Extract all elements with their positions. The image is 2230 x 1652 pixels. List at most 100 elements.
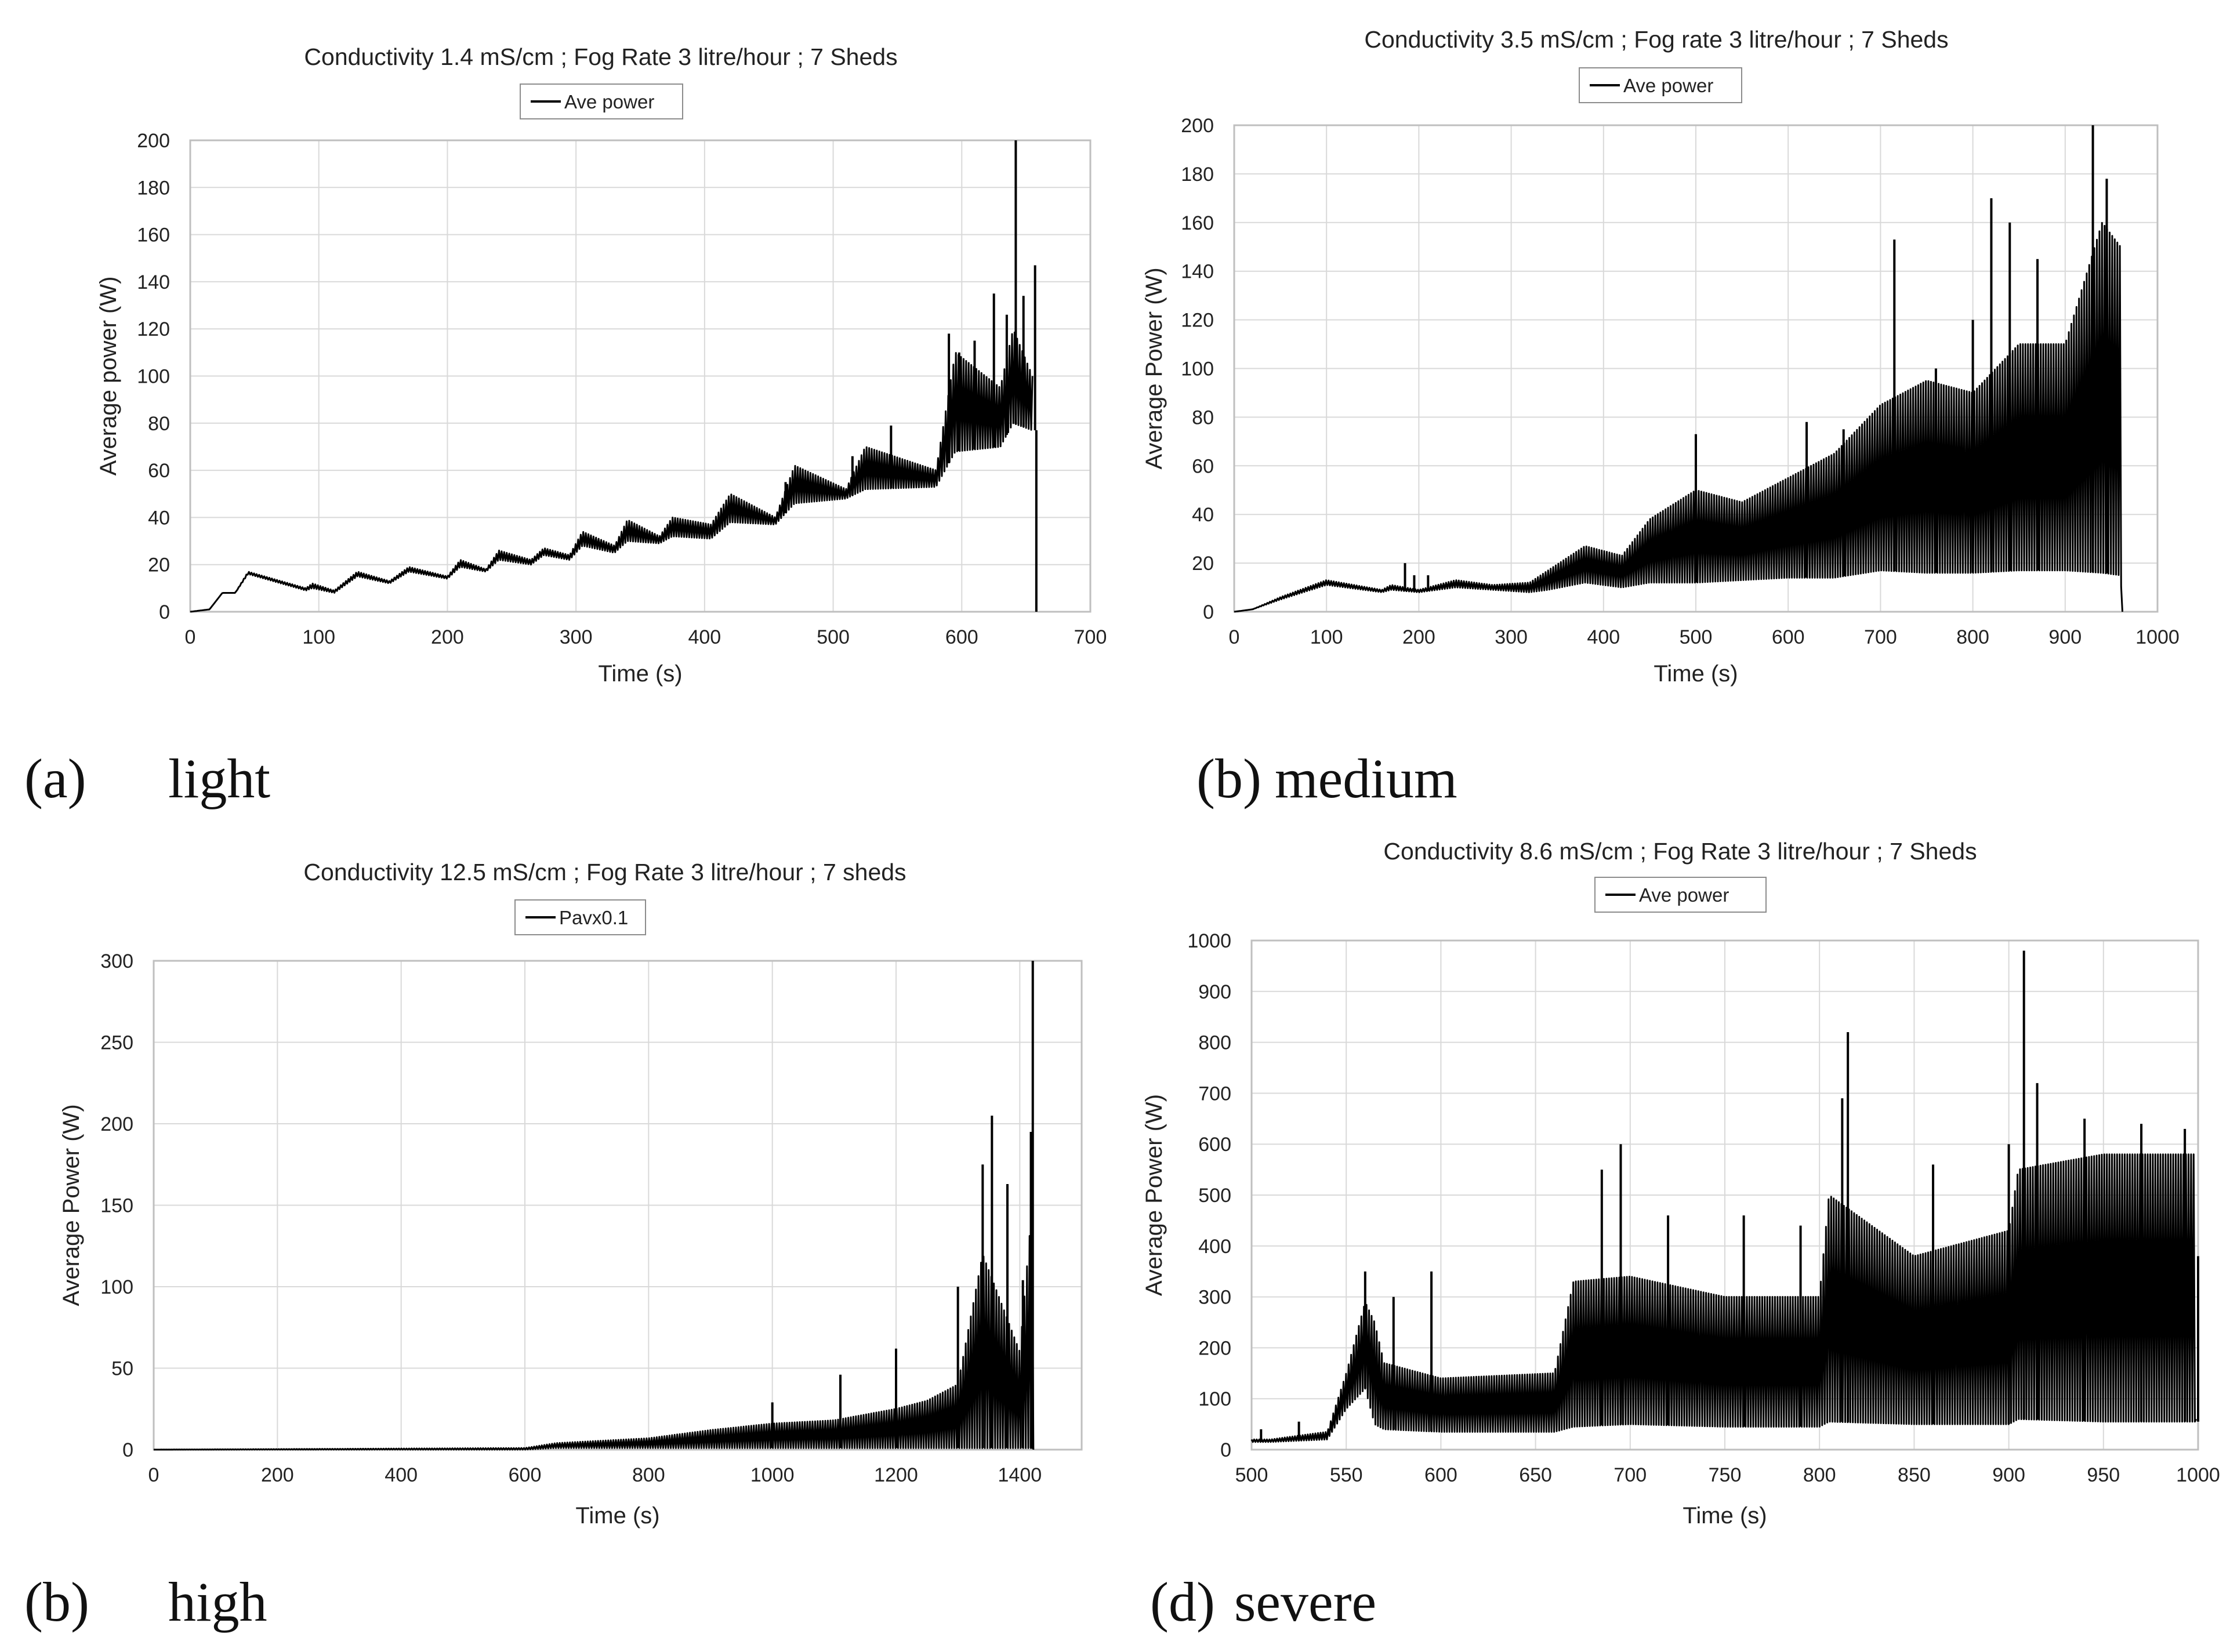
y-tick-label: 100	[100, 1276, 133, 1298]
x-tick-label: 850	[1898, 1464, 1931, 1486]
y-axis-label: Average Power (W)	[59, 1104, 84, 1306]
x-tick-label: 900	[1992, 1464, 2025, 1486]
legend-label: Pavx0.1	[559, 907, 628, 928]
panel-caption-text: light	[168, 747, 270, 809]
x-tick-label: 100	[302, 626, 335, 648]
chart-title: Conductivity 3.5 mS/cm ; Fog rate 3 litr…	[1364, 26, 1948, 53]
y-tick-label: 40	[148, 507, 170, 529]
x-tick-label: 1400	[998, 1464, 1042, 1486]
y-tick-label: 80	[148, 413, 170, 435]
x-tick-label: 600	[945, 626, 978, 648]
plot-frame	[189, 139, 1092, 613]
y-tick-label: 40	[1192, 504, 1214, 526]
panel-caption-label: (d)	[1150, 1571, 1215, 1633]
x-tick-label: 400	[688, 626, 721, 648]
x-tick-label: 500	[1680, 626, 1713, 648]
y-tick-label: 20	[148, 554, 170, 576]
x-tick-label: 700	[1613, 1464, 1647, 1486]
y-tick-label: 100	[1198, 1388, 1231, 1410]
panel-caption-label: (a)	[24, 747, 86, 809]
legend-label: Ave power	[564, 91, 654, 112]
series-line	[190, 331, 1034, 613]
x-tick-label: 200	[1402, 626, 1435, 648]
y-tick-label: 1000	[1187, 930, 1231, 952]
y-tick-label: 800	[1198, 1032, 1231, 1054]
y-tick-label: 120	[1181, 310, 1214, 332]
x-tick-label: 900	[2048, 626, 2082, 648]
y-tick-label: 300	[1198, 1287, 1231, 1309]
chart-title: Conductivity 12.5 mS/cm ; Fog Rate 3 lit…	[303, 859, 906, 885]
y-tick-label: 400	[1198, 1236, 1231, 1258]
chart-light: Conductivity 1.4 mS/cm ; Fog Rate 3 litr…	[24, 43, 1107, 809]
x-tick-label: 600	[1424, 1464, 1457, 1486]
x-axis-label: Time (s)	[1654, 661, 1738, 687]
x-tick-label: 950	[2087, 1464, 2120, 1486]
series-line	[1234, 222, 2123, 613]
x-axis-label: Time (s)	[575, 1503, 659, 1528]
y-tick-label: 160	[1181, 212, 1214, 234]
x-tick-label: 700	[1074, 626, 1107, 648]
y-tick-label: 140	[137, 271, 170, 293]
x-tick-label: 500	[1235, 1464, 1268, 1486]
y-tick-label: 500	[1198, 1185, 1231, 1207]
y-tick-label: 250	[100, 1032, 133, 1054]
y-tick-label: 300	[100, 950, 133, 972]
chart-high: Conductivity 12.5 mS/cm ; Fog Rate 3 lit…	[24, 859, 1083, 1633]
x-tick-label: 100	[1310, 626, 1343, 648]
x-tick-label: 1000	[2176, 1464, 2220, 1486]
y-tick-label: 0	[1203, 601, 1214, 623]
x-tick-label: 400	[385, 1464, 418, 1486]
panel-caption-text: medium	[1275, 747, 1457, 809]
x-axis-label: Time (s)	[598, 661, 682, 687]
x-tick-label: 200	[431, 626, 464, 648]
y-tick-label: 0	[1220, 1439, 1231, 1461]
plot-frame	[153, 960, 1083, 1451]
y-tick-label: 0	[159, 601, 170, 623]
x-tick-label: 1000	[2135, 626, 2180, 648]
x-tick-label: 800	[1803, 1464, 1836, 1486]
y-tick-label: 60	[1192, 455, 1214, 477]
y-tick-label: 20	[1192, 553, 1214, 575]
y-tick-label: 160	[137, 224, 170, 246]
x-tick-label: 800	[632, 1464, 665, 1486]
y-tick-label: 700	[1198, 1083, 1231, 1105]
x-tick-label: 400	[1587, 626, 1620, 648]
series-line	[1250, 1153, 2198, 1443]
x-tick-label: 300	[560, 626, 593, 648]
y-tick-label: 200	[137, 130, 170, 152]
x-tick-label: 0	[1229, 626, 1240, 648]
y-tick-label: 600	[1198, 1134, 1231, 1156]
x-tick-label: 500	[817, 626, 850, 648]
x-tick-label: 0	[148, 1464, 159, 1486]
x-tick-label: 1200	[874, 1464, 918, 1486]
x-tick-label: 300	[1495, 626, 1528, 648]
chart-medium: Conductivity 3.5 mS/cm ; Fog rate 3 litr…	[1141, 26, 2180, 809]
plot-frame	[1233, 124, 2159, 613]
plot-frame	[1250, 939, 2199, 1451]
y-tick-label: 900	[1198, 981, 1231, 1003]
x-tick-label: 550	[1330, 1464, 1363, 1486]
legend-label: Ave power	[1639, 884, 1729, 906]
y-tick-label: 200	[1198, 1337, 1231, 1359]
x-tick-label: 700	[1864, 626, 1897, 648]
x-tick-label: 600	[509, 1464, 542, 1486]
chart-title: Conductivity 1.4 mS/cm ; Fog Rate 3 litr…	[304, 43, 897, 70]
y-tick-label: 120	[137, 318, 170, 340]
panel-caption-text: high	[168, 1571, 267, 1633]
x-axis-label: Time (s)	[1683, 1503, 1767, 1528]
x-tick-label: 1000	[750, 1464, 795, 1486]
chart-severe: Conductivity 8.6 mS/cm ; Fog Rate 3 litr…	[1141, 838, 2220, 1633]
x-tick-label: 750	[1709, 1464, 1742, 1486]
series-line	[154, 1204, 1035, 1451]
x-tick-label: 650	[1519, 1464, 1552, 1486]
panel-caption-label: (b)	[24, 1571, 89, 1633]
y-tick-label: 140	[1181, 261, 1214, 283]
x-tick-label: 600	[1772, 626, 1805, 648]
y-tick-label: 0	[122, 1439, 133, 1461]
y-tick-label: 200	[100, 1113, 133, 1135]
y-tick-label: 100	[1181, 358, 1214, 380]
y-tick-label: 180	[137, 177, 170, 199]
y-tick-label: 200	[1181, 115, 1214, 137]
y-axis-label: Average power (W)	[96, 277, 121, 476]
